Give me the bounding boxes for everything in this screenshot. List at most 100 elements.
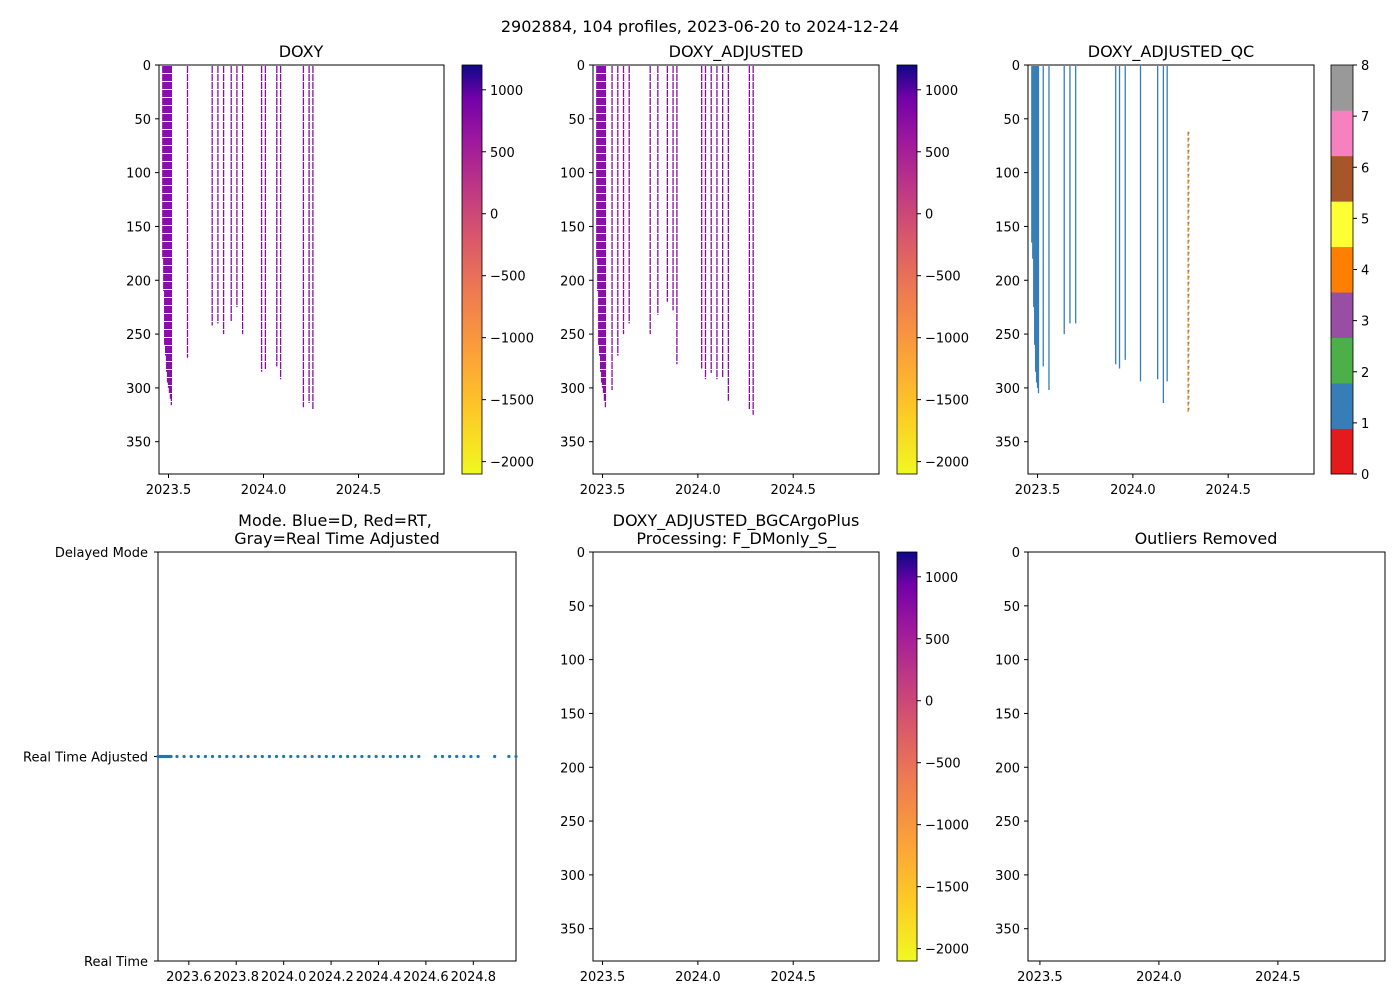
panel-outliers-title: Outliers Removed <box>1135 529 1278 548</box>
qc-colorbar-segment <box>1331 65 1353 111</box>
colorbar-tick-label: −500 <box>490 270 526 285</box>
mode-point <box>440 754 445 759</box>
mode-point <box>417 754 421 759</box>
mode-point <box>462 754 466 759</box>
qc-colorbar-tick-label: 2 <box>1361 366 1369 381</box>
y-tick-label: 300 <box>560 382 585 397</box>
mode-point <box>189 754 193 759</box>
panel-bgc-title: DOXY_ADJUSTED_BGCArgoPlus <box>613 511 860 531</box>
colorbar-tick-label: −2000 <box>925 456 969 471</box>
y-tick-label: 300 <box>126 382 151 397</box>
y-tick-label: 250 <box>995 815 1020 830</box>
y-tick-label: 200 <box>126 274 151 289</box>
colorbar-tick-label: −1000 <box>925 332 969 347</box>
qc-colorbar-tick-label: 8 <box>1361 59 1369 74</box>
x-tick-label: 2024.5 <box>770 483 816 498</box>
x-tick-label: 2024.0 <box>241 483 287 498</box>
mode-point <box>182 754 186 759</box>
mode-y-tick-label: Real Time Adjusted <box>23 751 148 766</box>
qc-colorbar-segment <box>1331 155 1353 202</box>
mode-point <box>455 754 459 759</box>
mode-point <box>469 754 473 759</box>
colorbar-tick-label: −1500 <box>490 394 534 409</box>
mode-point <box>410 754 414 759</box>
colorbar-tick-label: −1500 <box>925 881 969 896</box>
panel-mode-title: Mode. Blue=D, Red=RT, <box>238 511 432 530</box>
y-tick-label: 350 <box>126 436 151 451</box>
panel-doxy-adjusted-qc: DOXY_ADJUSTED_QC 2023.5 2024.0 2024.505010… <box>995 42 1369 498</box>
mode-point <box>324 754 328 759</box>
x-tick-label: 2024.0 <box>675 970 721 985</box>
mode-point <box>239 754 243 759</box>
x-tick-label: 2023.5 <box>580 483 626 498</box>
panel-doxy-adjusted-colorbar <box>896 64 918 475</box>
panel-doxy-adjusted-axes-frame <box>592 64 880 475</box>
y-tick-label: 200 <box>995 274 1020 289</box>
y-tick-label: 300 <box>995 382 1020 397</box>
mode-x-tick-label: 2024.8 <box>451 970 497 985</box>
mode-point <box>210 754 215 759</box>
mode-point <box>274 754 279 759</box>
figure-suptitle: 2902884, 104 profiles, 2023-06-20 to 202… <box>501 17 899 36</box>
qc-colorbar-segment <box>1331 383 1353 429</box>
colorbar-tick-label: 500 <box>925 146 950 161</box>
mode-point <box>331 754 336 759</box>
y-tick-label: 300 <box>560 869 585 884</box>
panel-doxy-adjusted-colorbar-ticks: 1000 500 0 −500 −1000 −1500 −2000 <box>917 84 969 471</box>
y-tick-label: 250 <box>126 328 151 343</box>
mode-point <box>175 754 179 759</box>
y-tick-label: 0 <box>143 59 151 74</box>
y-tick-label: 100 <box>995 654 1020 669</box>
panel-outliers-axes: 2023.5 2024.0 2024.5 0 50 100 150 200 250 300 350 <box>995 546 1300 985</box>
mode-point <box>395 754 400 759</box>
x-tick-label: 2024.0 <box>675 483 721 498</box>
panel-mode-axes: Real Time Real Time Adjusted Delayed Mode 2… <box>23 546 518 985</box>
colorbar-tick-label: 0 <box>925 208 933 223</box>
panel-bgcargoplus: DOXY_ADJUSTED_BGCArgoPlus Processing: F_… <box>560 511 969 985</box>
panel-doxy-adjusted: DOXY_ADJUSTED 2023.5 2024.0 2024.5 0 50 100 15… <box>560 42 969 498</box>
y-tick-label: 100 <box>560 167 585 182</box>
qc-colorbar-segment <box>1331 201 1353 248</box>
qc-colorbar-tick-label: 6 <box>1361 161 1369 176</box>
mode-x-tick-label: 2024.0 <box>261 970 307 985</box>
colorbar-tick-label: −1000 <box>490 332 534 347</box>
y-tick-label: 350 <box>995 923 1020 938</box>
y-tick-label: 250 <box>995 328 1020 343</box>
colorbar-tick-label: −500 <box>925 757 961 772</box>
mode-point <box>260 754 264 759</box>
x-tick-label: 2024.0 <box>1110 483 1156 498</box>
mode-y-tick-label: Real Time <box>84 955 148 970</box>
colorbar-tick-label: −2000 <box>925 943 969 958</box>
y-tick-label: 200 <box>995 761 1020 776</box>
mode-point <box>282 754 286 759</box>
y-tick-label: 50 <box>1003 113 1020 128</box>
x-tick-label: 2024.5 <box>336 483 382 498</box>
mode-point <box>203 754 208 759</box>
mode-point <box>196 754 200 759</box>
y-tick-label: 150 <box>995 707 1020 722</box>
mode-point <box>374 754 378 759</box>
panel-bgc-colorbar <box>896 551 918 962</box>
panel-doxy-adjusted-axes: 2023.5 2024.0 2024.5 0 50 100 150 200 250 300 350 <box>560 59 816 498</box>
y-tick-label: 150 <box>126 220 151 235</box>
y-tick-label: 100 <box>126 167 151 182</box>
y-tick-label: 150 <box>995 220 1020 235</box>
mode-x-tick-label: 2024.2 <box>308 970 354 985</box>
mode-point <box>267 754 272 759</box>
mode-point <box>225 754 229 759</box>
y-tick-label: 200 <box>560 761 585 776</box>
panel-qc-axes-frame <box>1027 64 1315 475</box>
colorbar-tick-label: 0 <box>490 208 498 223</box>
colorbar-tick-label: −1500 <box>925 394 969 409</box>
panel-qc-axes: 2023.5 2024.0 2024.5 0 50 100 150 200 250 300 350 <box>995 59 1251 498</box>
mode-point <box>360 754 364 759</box>
panel-doxy-colorbar <box>461 64 483 475</box>
y-tick-label: 100 <box>560 654 585 669</box>
qc-colorbar-tick-label: 4 <box>1361 264 1369 279</box>
colorbar-tick-label: −2000 <box>490 456 534 471</box>
colorbar-tick-label: 1000 <box>925 84 958 99</box>
mode-x-tick-label: 2023.6 <box>166 970 212 985</box>
y-tick-label: 200 <box>560 274 585 289</box>
mode-point <box>246 754 250 759</box>
y-tick-label: 50 <box>568 113 585 128</box>
